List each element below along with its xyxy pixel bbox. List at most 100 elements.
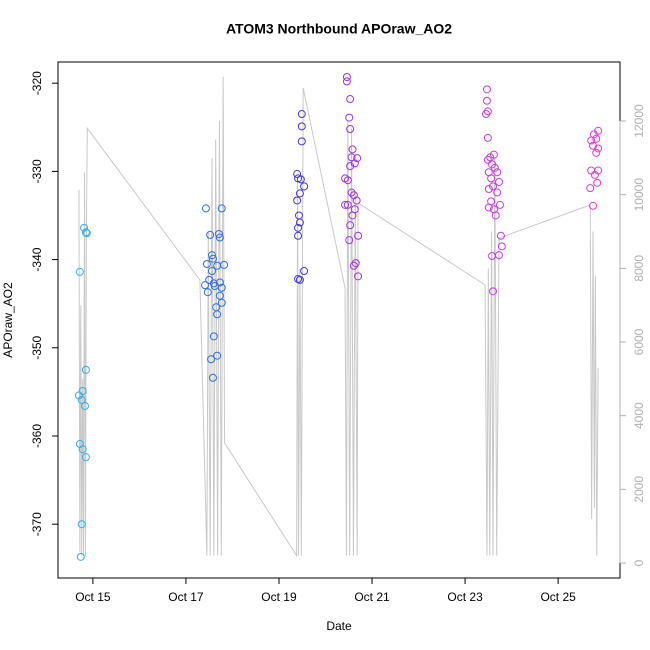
data-point <box>587 136 596 145</box>
data-point <box>488 287 497 296</box>
data-point <box>209 332 218 341</box>
data-point <box>483 107 492 116</box>
data-point <box>350 159 359 168</box>
data-point <box>77 520 86 529</box>
data-point <box>482 96 491 105</box>
data-point <box>342 72 351 81</box>
data-point <box>487 174 496 183</box>
data-point <box>348 211 357 220</box>
y2-tick-label: 6000 <box>632 328 646 355</box>
data-point <box>213 261 222 270</box>
y2-tick-label: 4000 <box>632 402 646 429</box>
plot-frame <box>57 61 621 579</box>
data-point <box>483 155 492 164</box>
data-point <box>343 200 352 209</box>
data-point <box>592 134 601 143</box>
data-point <box>217 298 226 307</box>
data-point <box>593 178 602 187</box>
data-point <box>346 125 355 134</box>
data-point <box>76 552 85 561</box>
data-point <box>495 200 504 209</box>
data-point <box>354 231 363 240</box>
data-point <box>215 233 224 242</box>
data-point <box>342 77 351 86</box>
data-point <box>201 281 210 290</box>
data-point <box>592 148 601 157</box>
data-point <box>346 95 355 104</box>
data-point <box>294 211 303 220</box>
y-tick-label: -360 <box>30 424 44 448</box>
x-tick-label: Oct 15 <box>75 590 111 604</box>
data-point <box>297 122 306 131</box>
x-tick-label: Oct 17 <box>168 590 204 604</box>
data-point <box>343 176 352 185</box>
data-point <box>207 267 216 276</box>
data-point <box>483 133 492 142</box>
data-point <box>214 230 223 238</box>
x-axis-title: Date <box>326 619 352 633</box>
data-point <box>201 204 210 213</box>
y2-tick-label: 8000 <box>632 255 646 282</box>
y-axis-title: APOraw_AO2 <box>1 282 15 358</box>
data-point <box>587 166 596 175</box>
data-point <box>594 144 603 153</box>
chart-title: ATOM3 Northbound APOraw_AO2 <box>226 21 452 37</box>
data-line <box>78 76 599 558</box>
data-point <box>208 254 217 263</box>
data-point <box>294 223 303 232</box>
data-point <box>345 113 354 122</box>
data-point <box>293 170 302 179</box>
data-point <box>353 154 362 163</box>
data-point <box>490 163 499 172</box>
data-point <box>295 218 304 227</box>
data-point <box>351 259 360 268</box>
data-point <box>484 185 493 194</box>
data-point <box>493 188 502 197</box>
data-point <box>207 355 216 364</box>
data-point <box>217 204 226 213</box>
data-point <box>482 110 491 119</box>
data-point <box>341 200 350 209</box>
y-tick-label: -330 <box>30 159 44 183</box>
data-point <box>297 110 306 119</box>
data-point <box>208 373 217 382</box>
y-tick-label: -350 <box>30 335 44 359</box>
x-tick-label: Oct 25 <box>540 590 576 604</box>
data-point <box>81 453 90 462</box>
data-point <box>78 445 87 454</box>
data-point <box>495 251 504 260</box>
data-point <box>493 168 502 177</box>
data-point <box>590 170 599 179</box>
x-tick-label: Oct 23 <box>447 590 483 604</box>
data-point <box>300 182 309 191</box>
data-point <box>497 242 506 251</box>
data-point <box>482 85 491 94</box>
data-point <box>203 288 212 297</box>
data-point <box>80 402 89 410</box>
y-tick-label: -340 <box>30 247 44 271</box>
x-tick-label: Oct 21 <box>354 590 390 604</box>
data-point <box>346 221 355 230</box>
x-tick-label: Oct 19 <box>261 590 297 604</box>
data-point <box>347 153 356 162</box>
data-point <box>495 177 504 186</box>
data-point <box>215 291 224 300</box>
y2-tick-label: 10000 <box>632 178 646 212</box>
data-point <box>206 230 215 239</box>
data-point <box>295 189 304 198</box>
data-point <box>213 310 222 319</box>
data-point <box>491 211 500 220</box>
data-point <box>293 196 302 205</box>
data-point <box>81 365 90 374</box>
data-point <box>294 274 303 283</box>
data-point <box>217 283 226 292</box>
data-point <box>300 267 309 276</box>
data-point <box>213 351 222 360</box>
data-point <box>354 272 363 281</box>
data-point <box>589 141 598 150</box>
data-point <box>75 267 84 276</box>
data-point <box>296 175 305 184</box>
data-point <box>589 201 598 210</box>
